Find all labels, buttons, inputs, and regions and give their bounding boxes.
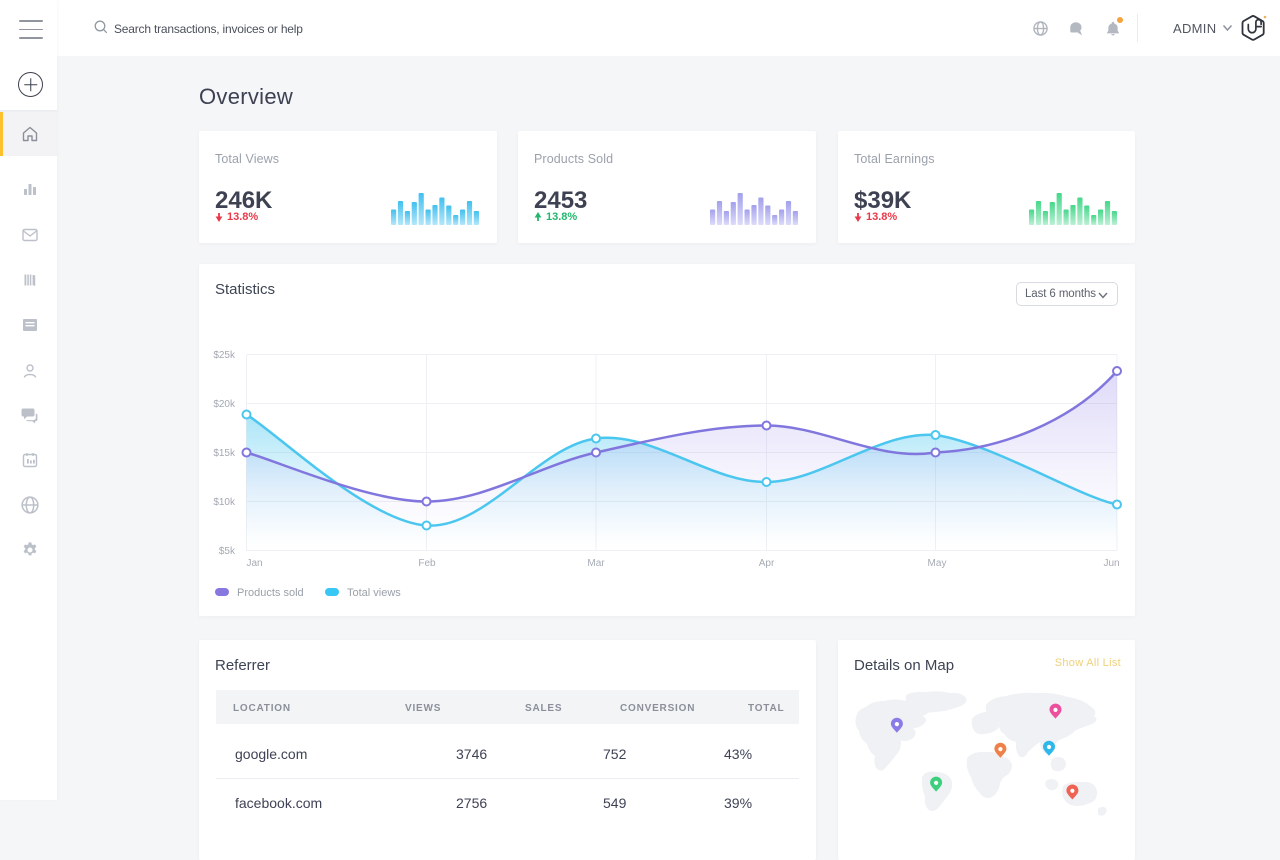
svg-text:Feb: Feb <box>418 558 436 569</box>
svg-text:Products sold: Products sold <box>237 587 304 599</box>
svg-text:Jun: Jun <box>1103 558 1119 569</box>
svg-text:$20k: $20k <box>213 399 236 410</box>
svg-text:Jan: Jan <box>246 558 262 569</box>
svg-text:Total views: Total views <box>347 587 401 599</box>
svg-text:Mar: Mar <box>587 558 605 569</box>
svg-text:$10k: $10k <box>213 497 236 508</box>
svg-text:$5k: $5k <box>219 546 236 557</box>
svg-text:May: May <box>928 558 947 569</box>
svg-text:$25k: $25k <box>213 350 236 361</box>
svg-text:Apr: Apr <box>759 558 775 569</box>
svg-text:$15k: $15k <box>213 448 236 459</box>
